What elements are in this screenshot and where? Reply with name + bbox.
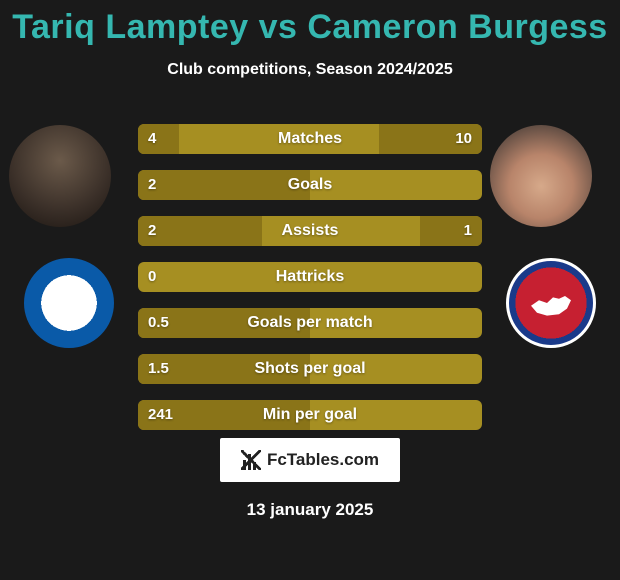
stat-value-left: 4 (138, 124, 166, 154)
stat-value-left: 2 (138, 170, 166, 200)
stat-label: Goals (138, 170, 482, 200)
stat-row: Goals per match0.5 (138, 308, 482, 338)
player-left-avatar (9, 125, 111, 227)
stat-label: Shots per goal (138, 354, 482, 384)
page-title: Tariq Lamptey vs Cameron Burgess (0, 0, 620, 47)
stat-value-right: 10 (445, 124, 482, 154)
stat-label: Matches (138, 124, 482, 154)
stat-label: Goals per match (138, 308, 482, 338)
stat-label: Hattricks (138, 262, 482, 292)
stat-value-left: 0.5 (138, 308, 179, 338)
stat-value-left: 0 (138, 262, 166, 292)
branding-text: FcTables.com (267, 450, 379, 470)
subtitle: Club competitions, Season 2024/2025 (0, 61, 620, 79)
stat-value-right (462, 354, 482, 384)
stat-value-right (462, 308, 482, 338)
stat-row: Goals2 (138, 170, 482, 200)
infographic: Tariq Lamptey vs Cameron Burgess Club co… (0, 0, 620, 580)
stat-value-right: 1 (454, 216, 482, 246)
stat-label: Min per goal (138, 400, 482, 430)
date-text: 13 january 2025 (0, 500, 620, 520)
stat-value-right (462, 400, 482, 430)
stat-row: Min per goal241 (138, 400, 482, 430)
stat-label: Assists (138, 216, 482, 246)
stat-row: Assists2 1 (138, 216, 482, 246)
player-right-avatar (490, 125, 592, 227)
stat-value-right (462, 262, 482, 292)
stat-row: Shots per goal1.5 (138, 354, 482, 384)
club-crest-left (24, 258, 114, 348)
stat-value-right (462, 170, 482, 200)
stat-value-left: 1.5 (138, 354, 179, 384)
stat-value-left: 2 (138, 216, 166, 246)
comparison-bars: Matches410Goals2Assists21Hattricks0Goals… (138, 124, 482, 446)
fctables-logo-icon (241, 450, 261, 470)
branding-badge: FcTables.com (220, 438, 400, 482)
stat-value-left: 241 (138, 400, 183, 430)
club-crest-right (506, 258, 596, 348)
stat-row: Matches4 10 (138, 124, 482, 154)
stat-row: Hattricks0 (138, 262, 482, 292)
